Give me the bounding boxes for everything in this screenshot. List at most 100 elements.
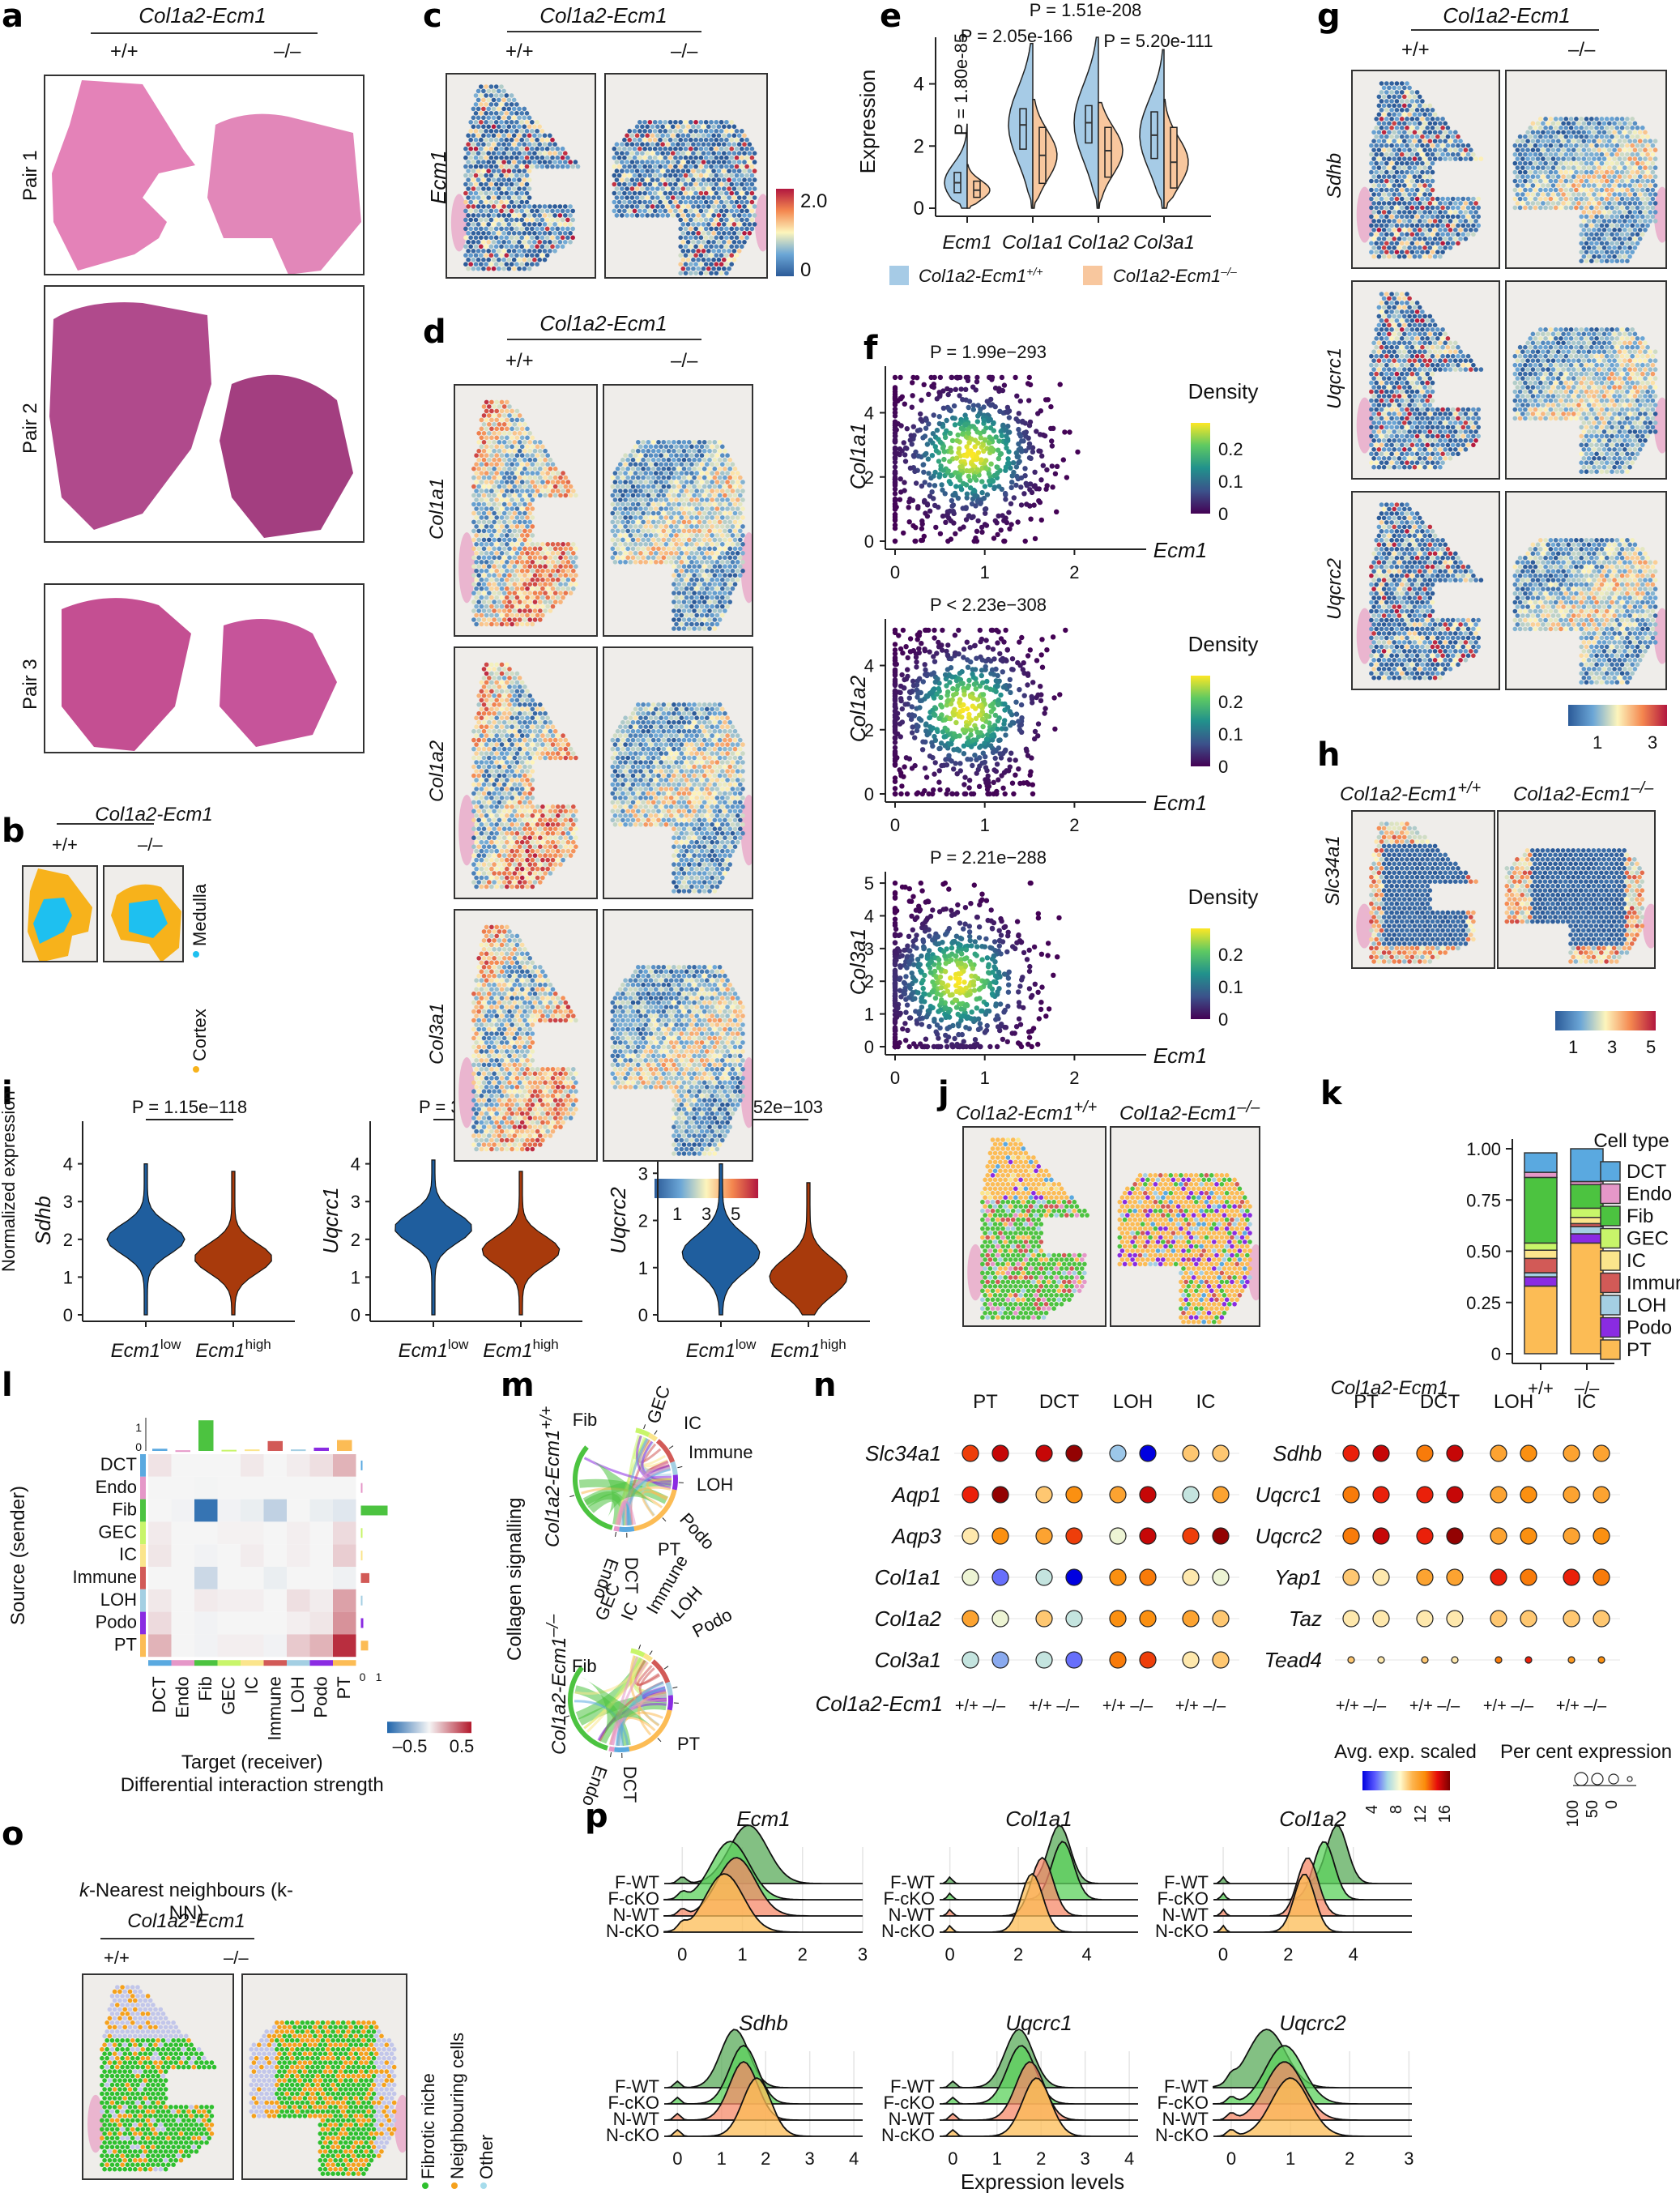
- spot: [557, 204, 563, 209]
- spot: [524, 120, 530, 125]
- scatter-point: [905, 1027, 910, 1033]
- spot: [652, 199, 658, 205]
- spot: [616, 190, 622, 196]
- scatter-point: [917, 907, 923, 913]
- spot: [734, 208, 740, 214]
- spot: [1443, 924, 1448, 928]
- spot: [1000, 1137, 1005, 1142]
- spot: [530, 244, 535, 250]
- spot: [1430, 954, 1435, 960]
- spot: [1016, 1146, 1021, 1151]
- scatter-point: [993, 678, 999, 684]
- spot: [1376, 906, 1382, 911]
- spot: [522, 106, 527, 112]
- spot: [509, 208, 514, 214]
- scatter-point: [1039, 453, 1045, 459]
- scatter-point: [946, 953, 953, 959]
- spot: [1430, 866, 1435, 871]
- spot: [514, 226, 519, 232]
- spot: [676, 142, 680, 147]
- spot: [1405, 874, 1409, 880]
- spot: [1438, 879, 1443, 884]
- spot: [614, 186, 620, 191]
- spot: [1606, 901, 1612, 907]
- spot: [1016, 1182, 1021, 1187]
- scatter-point: [921, 382, 927, 387]
- violin-low: [681, 1163, 761, 1316]
- violin-low: [106, 1163, 185, 1316]
- spot: [689, 181, 693, 187]
- spot: [689, 244, 693, 250]
- spot: [504, 181, 510, 187]
- spot: [1018, 1177, 1023, 1183]
- scatter-point: [1004, 646, 1010, 653]
- scatter-point: [913, 907, 919, 913]
- spot: [1566, 874, 1571, 880]
- spot: [484, 181, 488, 187]
- spot: [484, 120, 488, 125]
- spot: [1609, 906, 1614, 911]
- scatter-point: [892, 752, 898, 758]
- spot: [701, 160, 706, 164]
- colorbar-c-tick-min: 0: [800, 259, 812, 281]
- spot: [1018, 1168, 1023, 1174]
- spot: [1420, 883, 1425, 889]
- spot: [488, 253, 494, 258]
- scatter-point: [1002, 490, 1008, 497]
- spot: [650, 124, 655, 130]
- boxplot: [1170, 126, 1178, 189]
- legend-swatch-ko: [1083, 266, 1102, 285]
- spot: [1425, 910, 1430, 915]
- scatter-point: [970, 737, 977, 743]
- spot: [1584, 941, 1588, 946]
- spot: [488, 235, 494, 241]
- spot: [560, 217, 565, 223]
- scatter-point: [991, 779, 996, 785]
- spot: [734, 181, 740, 187]
- scatter-point: [892, 786, 898, 791]
- scatter-point: [989, 732, 995, 739]
- spot: [716, 249, 722, 254]
- scatter-point: [910, 975, 916, 980]
- spot: [1465, 910, 1471, 915]
- spot: [642, 155, 647, 160]
- spot: [1021, 1182, 1026, 1187]
- spot: [1560, 901, 1566, 907]
- spot: [522, 160, 527, 164]
- spot: [709, 129, 714, 134]
- scatter-point: [898, 963, 903, 969]
- spot: [1515, 910, 1520, 915]
- scatter-point: [1028, 994, 1034, 1001]
- scatter-point: [975, 413, 981, 419]
- spot: [1617, 883, 1622, 889]
- spot: [1432, 924, 1438, 928]
- scatter-point: [914, 791, 919, 797]
- spot: [1371, 870, 1376, 876]
- scatter-point: [1002, 1024, 1008, 1030]
- spot: [696, 169, 701, 173]
- spot: [667, 120, 673, 125]
- panel-label-d: d: [423, 314, 446, 351]
- spot: [1412, 888, 1418, 893]
- spot: [1553, 906, 1558, 911]
- scatter-point: [1021, 491, 1027, 497]
- spot: [724, 244, 729, 250]
- spot: [1412, 852, 1418, 858]
- spot: [689, 253, 693, 258]
- spot: [1550, 874, 1555, 880]
- spot: [729, 164, 734, 169]
- spot: [718, 190, 724, 196]
- x-tick-label: 2: [1069, 815, 1079, 835]
- spot: [532, 231, 537, 236]
- spot: [665, 142, 671, 147]
- scatter-point: [979, 957, 985, 962]
- spot: [514, 253, 519, 258]
- scatter-point: [949, 697, 955, 702]
- spot: [1374, 866, 1379, 871]
- spot: [734, 146, 740, 151]
- spot: [1512, 879, 1517, 884]
- spot: [1573, 941, 1579, 946]
- spot: [1609, 924, 1614, 928]
- spot: [627, 181, 632, 187]
- scatter-point: [944, 428, 949, 433]
